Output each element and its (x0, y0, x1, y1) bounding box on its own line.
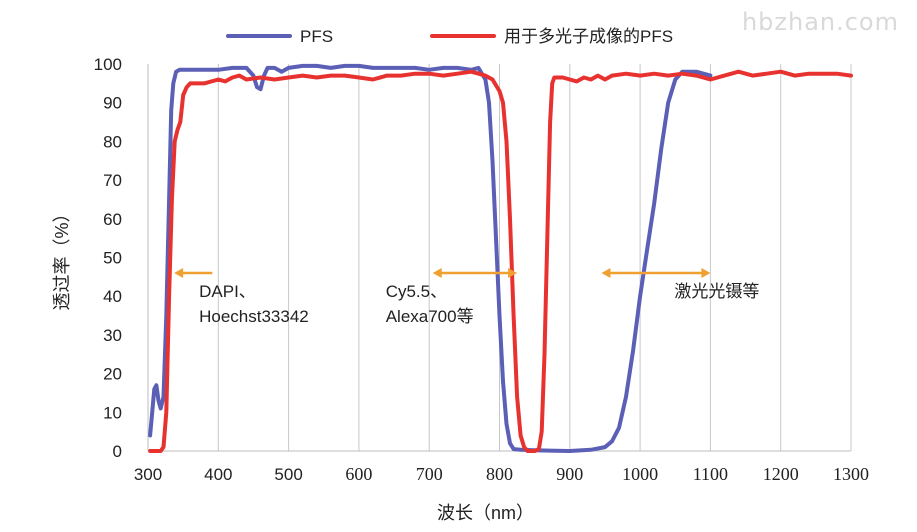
y-tick-label: 100 (94, 55, 122, 74)
series-line-1 (148, 63, 713, 453)
y-tick-label: 20 (103, 365, 122, 384)
x-tick-label: 1100 (693, 464, 728, 484)
x-tick-label: 1300 (833, 464, 869, 484)
y-tick-label: 40 (103, 287, 122, 306)
annotation-text: Alexa700等 (386, 307, 474, 326)
annotation-arrowhead-left (174, 267, 184, 278)
x-tick-label: 800 (486, 464, 513, 484)
annotation-3: 激光光镊等 (601, 267, 759, 301)
x-tick-label: 500 (274, 465, 302, 484)
watermark-text: hbzhan.com (741, 8, 899, 36)
y-tick-label: 90 (103, 94, 122, 113)
x-tick-label: 400 (204, 465, 232, 484)
annotation-arrowhead-left (432, 267, 442, 278)
x-tick-label: 700 (416, 464, 443, 484)
axes: 300 400 500 600 700 800 900 1000 1100 1200 1300 0 10… (94, 55, 869, 484)
annotation-text: Hoechst33342 (199, 307, 309, 326)
annotation-2: Cy5.5、 Alexa700等 (386, 267, 518, 326)
grid (217, 64, 852, 451)
x-tick-label: 300 (134, 465, 162, 484)
legend-label-2: 用于多光子成像的PFS (504, 27, 673, 46)
series-line-2 (148, 69, 853, 453)
y-tick-label: 70 (103, 171, 122, 190)
annotation-1: DAPI、 Hoechst33342 (174, 267, 309, 326)
annotation-arrowhead-left (601, 267, 611, 278)
y-tick-label: 30 (103, 326, 122, 345)
y-tick-label: 60 (103, 210, 122, 229)
annotation-arrowhead-right (701, 267, 711, 278)
y-tick-label: 0 (113, 442, 122, 461)
y-axis-label: 透过率（%） (52, 204, 72, 310)
x-tick-label: 900 (556, 464, 583, 484)
x-tick-label: 1000 (622, 464, 658, 484)
annotation-arrowhead-right (508, 267, 518, 278)
annotation-text: Cy5.5、 (386, 282, 447, 301)
x-tick-label: 1200 (763, 464, 799, 484)
y-tick-label: 80 (103, 132, 122, 151)
annotation-text: DAPI、 (199, 282, 256, 301)
annotations: DAPI、 Hoechst33342 Cy5.5、 Alexa700等 激光光镊等 (174, 267, 759, 326)
y-tick-label: 50 (103, 249, 122, 268)
x-axis-label: 波长（nm） (437, 503, 534, 523)
series-lines (148, 63, 853, 453)
y-tick-label: 10 (103, 403, 122, 422)
legend: PFS 用于多光子成像的PFS (226, 27, 673, 46)
x-tick-label: 600 (345, 464, 372, 484)
legend-label-1: PFS (300, 27, 333, 46)
annotation-text: 激光光镊等 (674, 282, 759, 301)
